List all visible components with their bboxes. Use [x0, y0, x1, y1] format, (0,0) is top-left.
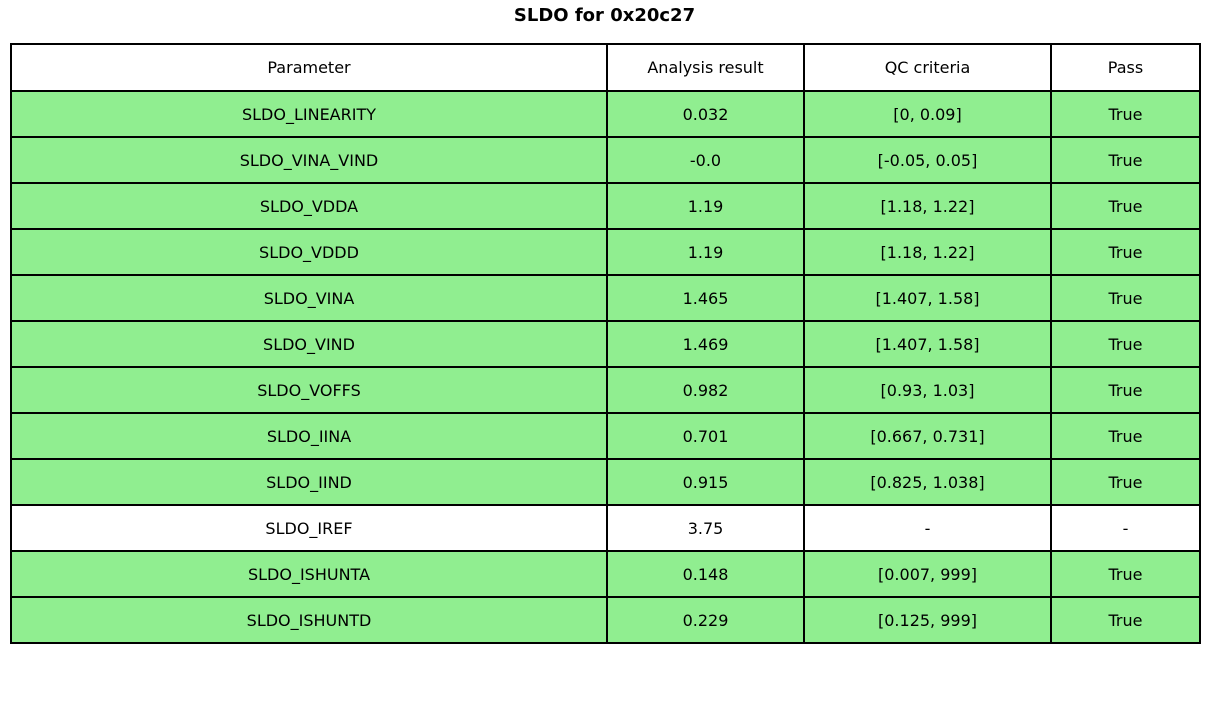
analysis-result-cell: 1.19: [606, 228, 805, 276]
column-header-parameter: Parameter: [10, 43, 608, 92]
analysis-result-cell: 1.469: [606, 320, 805, 368]
table-row: SLDO_VIND 1.469 [1.407, 1.58] True: [10, 320, 1201, 368]
analysis-result-cell: 3.75: [606, 504, 805, 552]
analysis-result-cell: 1.19: [606, 182, 805, 230]
qc-criteria-cell: [0.93, 1.03]: [803, 366, 1052, 414]
pass-cell: True: [1050, 182, 1201, 230]
table-body: SLDO_LINEARITY 0.032 [0, 0.09] True SLDO_VIN…: [10, 90, 1201, 644]
parameter-cell: SLDO_IINA: [10, 412, 608, 460]
analysis-result-cell: -0.0: [606, 136, 805, 184]
table-row: SLDO_IREF 3.75- -: [10, 504, 1201, 552]
parameter-cell: SLDO_VDDA: [10, 182, 608, 230]
table-row: SLDO_VOFFS 0.982 [0.93, 1.03] True: [10, 366, 1201, 414]
table-row: SLDO_ISHUNTA 0.148 [0.007, 999] True: [10, 550, 1201, 598]
parameter-cell: SLDO_VOFFS: [10, 366, 608, 414]
parameter-cell: SLDO_VDDD: [10, 228, 608, 276]
table-row: SLDO_IIND 0.915 [0.825, 1.038] True: [10, 458, 1201, 506]
pass-cell: -: [1050, 504, 1201, 552]
qc-criteria-cell: [-0.05, 0.05]: [803, 136, 1052, 184]
qc-criteria-cell: [1.18, 1.22]: [803, 228, 1052, 276]
pass-cell: True: [1050, 550, 1201, 598]
qc-results-table: Parameter Analysis result QC criteria Pa…: [10, 43, 1201, 644]
analysis-result-cell: 0.148: [606, 550, 805, 598]
parameter-cell: SLDO_VIND: [10, 320, 608, 368]
analysis-result-cell: 0.701: [606, 412, 805, 460]
qc-criteria-cell: [1.407, 1.58]: [803, 274, 1052, 322]
parameter-cell: SLDO_VINA: [10, 274, 608, 322]
pass-cell: True: [1050, 228, 1201, 276]
column-header-analysis-result: Analysis result: [606, 43, 805, 92]
table-row: SLDO_VINA_VIND -0.0 [-0.05, 0.05] True: [10, 136, 1201, 184]
column-header-qc-criteria: QC criteria: [803, 43, 1052, 92]
pass-cell: True: [1050, 458, 1201, 506]
pass-cell: True: [1050, 136, 1201, 184]
column-header-pass: Pass: [1050, 43, 1201, 92]
qc-criteria-cell: -: [803, 504, 1052, 552]
pass-cell: True: [1050, 366, 1201, 414]
header-row: Parameter Analysis result QC criteria Pa…: [10, 43, 1201, 92]
pass-cell: True: [1050, 320, 1201, 368]
parameter-cell: SLDO_ISHUNTA: [10, 550, 608, 598]
table-row: SLDO_VINA 1.465 [1.407, 1.58] True: [10, 274, 1201, 322]
analysis-result-cell: 0.982: [606, 366, 805, 414]
table-row: SLDO_IINA 0.701 [0.667, 0.731] True: [10, 412, 1201, 460]
table-row: SLDO_VDDA 1.19 [1.18, 1.22] True: [10, 182, 1201, 230]
table-row: SLDO_ISHUNTD 0.229 [0.125, 999] True: [10, 596, 1201, 644]
analysis-result-cell: 1.465: [606, 274, 805, 322]
qc-criteria-cell: [1.407, 1.58]: [803, 320, 1052, 368]
parameter-cell: SLDO_LINEARITY: [10, 90, 608, 138]
qc-criteria-cell: [1.18, 1.22]: [803, 182, 1052, 230]
parameter-cell: SLDO_ISHUNTD: [10, 596, 608, 644]
analysis-result-cell: 0.229: [606, 596, 805, 644]
parameter-cell: SLDO_IIND: [10, 458, 608, 506]
pass-cell: True: [1050, 412, 1201, 460]
qc-criteria-cell: [0, 0.09]: [803, 90, 1052, 138]
table-row: SLDO_LINEARITY 0.032 [0, 0.09] True: [10, 90, 1201, 138]
table-row: SLDO_VDDD 1.19 [1.18, 1.22] True: [10, 228, 1201, 276]
qc-criteria-cell: [0.667, 0.731]: [803, 412, 1052, 460]
analysis-result-cell: 0.032: [606, 90, 805, 138]
parameter-cell: SLDO_IREF: [10, 504, 608, 552]
qc-criteria-cell: [0.825, 1.038]: [803, 458, 1052, 506]
chart-title: SLDO for 0x20c27: [513, 5, 696, 26]
pass-cell: True: [1050, 90, 1201, 138]
pass-cell: True: [1050, 274, 1201, 322]
analysis-result-cell: 0.915: [606, 458, 805, 506]
qc-criteria-cell: [0.125, 999]: [803, 596, 1052, 644]
pass-cell: True: [1050, 596, 1201, 644]
table-header: Parameter Analysis result QC criteria Pa…: [10, 43, 1201, 92]
parameter-cell: SLDO_VINA_VIND: [10, 136, 608, 184]
qc-criteria-cell: [0.007, 999]: [803, 550, 1052, 598]
